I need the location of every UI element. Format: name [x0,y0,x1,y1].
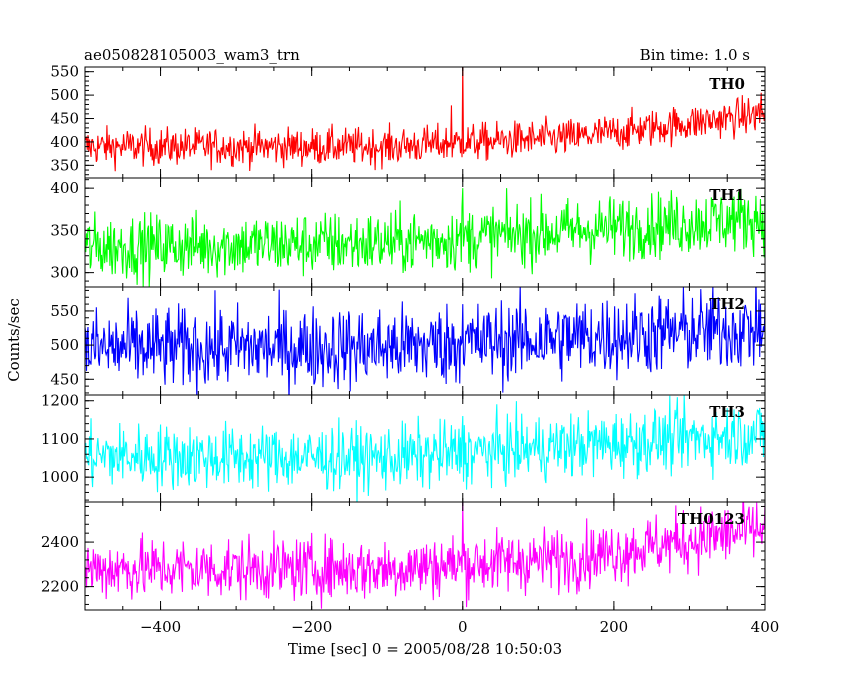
series-line-th0 [85,67,765,172]
panel-name-th0123: TH0123 [678,510,745,528]
y-tick-label: 350 [50,156,79,174]
panel-name-th2: TH2 [709,295,745,313]
panel-name-th3: TH3 [709,403,745,421]
panel-th3: 1000 1100 1200 TH3 [41,392,766,503]
panel-th0123: 2200 2400 TH0123 [41,501,766,611]
x-tick-label: 0 [458,618,468,636]
panel-th0: 350 400 450 500 550 TH0 [50,63,766,179]
y-tick-label: 500 [50,336,79,354]
series-line-th0123 [85,502,765,609]
panel-name-th0: TH0 [709,75,745,93]
panel-th2: 450 500 550 TH2 [50,286,766,396]
y-tick-label: 1100 [41,430,79,448]
y-axis-label: Counts/sec [5,298,23,382]
series-line-th3 [85,395,765,502]
bin-time-label: Bin time: 1.0 s [639,46,750,64]
series-line-th2 [85,287,765,395]
series-line-th1 [85,188,765,287]
x-tick-label: −400 [140,618,181,636]
panel-frame [84,66,766,179]
y-tick-label: 350 [50,221,79,239]
y-tick-label: 2200 [41,578,79,596]
y-tick-label: 450 [50,110,79,128]
x-tick-label: −200 [291,618,332,636]
panel-name-th1: TH1 [709,186,745,204]
y-tick-label: 450 [50,370,79,388]
y-tick-label: 400 [50,179,79,197]
y-tick-label: 500 [50,86,79,104]
x-axis-label: Time [sec] 0 = 2005/08/28 10:50:03 [287,640,563,658]
y-tick-label: 550 [50,302,79,320]
y-tick-label: 300 [50,264,79,282]
y-tick-label: 1000 [41,468,79,486]
y-tick-label: 400 [50,133,79,151]
y-tick-label: 550 [50,63,79,81]
x-tick-label: 200 [600,618,629,636]
y-tick-label: 2400 [41,533,79,551]
plot-title: ae050828105003_wam3_trn [84,46,300,64]
y-tick-label: 1200 [41,392,79,410]
x-tick-label: 400 [751,618,780,636]
panel-th1: 300 350 400 TH1 [50,177,766,288]
